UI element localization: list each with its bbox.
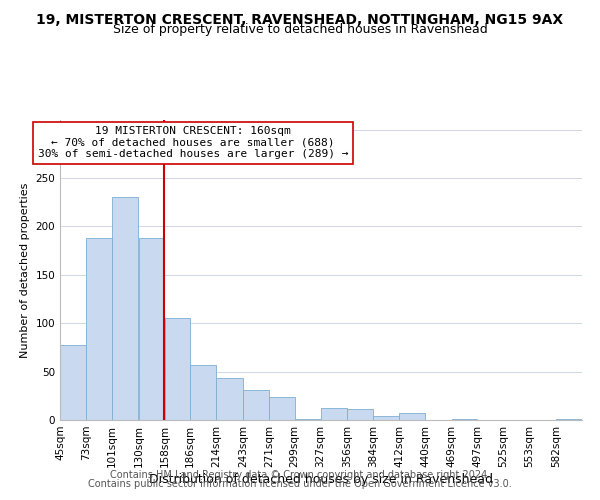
Bar [295, 419, 320, 420]
Bar [112, 198, 139, 420]
Bar [452, 419, 478, 420]
Bar [60, 344, 86, 420]
Bar [243, 390, 269, 420]
Text: Contains HM Land Registry data © Crown copyright and database right 2024.: Contains HM Land Registry data © Crown c… [110, 470, 490, 480]
Bar [216, 378, 243, 420]
Bar [139, 238, 164, 420]
Bar [190, 365, 216, 420]
Bar [347, 410, 373, 420]
Bar [164, 318, 190, 420]
Bar [556, 419, 582, 420]
Text: 19, MISTERTON CRESCENT, RAVENSHEAD, NOTTINGHAM, NG15 9AX: 19, MISTERTON CRESCENT, RAVENSHEAD, NOTT… [37, 12, 563, 26]
Bar [373, 416, 399, 420]
Text: 19 MISTERTON CRESCENT: 160sqm
← 70% of detached houses are smaller (688)
30% of : 19 MISTERTON CRESCENT: 160sqm ← 70% of d… [38, 126, 349, 159]
Bar [86, 238, 112, 420]
X-axis label: Distribution of detached houses by size in Ravenshead: Distribution of detached houses by size … [149, 472, 493, 486]
Bar [269, 397, 295, 420]
Y-axis label: Number of detached properties: Number of detached properties [20, 182, 30, 358]
Bar [320, 408, 347, 420]
Bar [399, 413, 425, 420]
Text: Size of property relative to detached houses in Ravenshead: Size of property relative to detached ho… [113, 22, 487, 36]
Text: Contains public sector information licensed under the Open Government Licence v3: Contains public sector information licen… [88, 479, 512, 489]
